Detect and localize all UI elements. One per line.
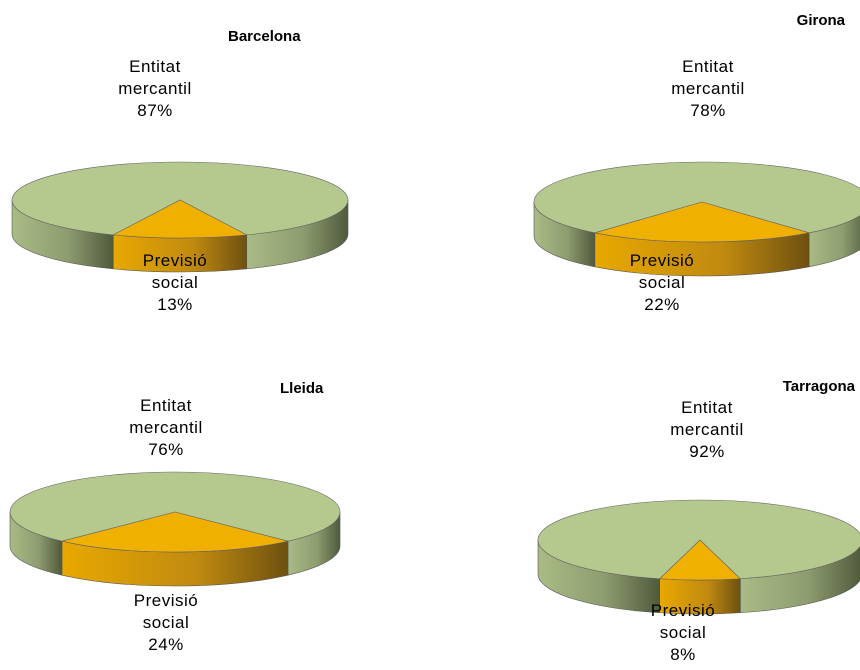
slice-label: Previsió social 13% bbox=[120, 250, 230, 316]
chart-title: Barcelona bbox=[228, 28, 301, 45]
slice-label: Entitat mercantil 87% bbox=[100, 56, 210, 122]
slice-category: Entitat mercantil bbox=[118, 57, 192, 98]
slice-value: 22% bbox=[644, 295, 680, 314]
pie-slice bbox=[11, 161, 349, 236]
slice-label: Entitat mercantil 76% bbox=[111, 395, 221, 461]
chart-title: Lleida bbox=[280, 380, 324, 397]
slice-category: Entitat mercantil bbox=[670, 398, 744, 439]
slice-value: 78% bbox=[690, 101, 726, 120]
pie-slice bbox=[61, 511, 289, 553]
slice-label: Previsió social 24% bbox=[111, 590, 221, 656]
slice-label: Entitat mercantil 92% bbox=[652, 397, 762, 463]
slice-label: Previsió social 22% bbox=[607, 250, 717, 316]
slice-value: 24% bbox=[148, 635, 184, 654]
chart-title: Girona bbox=[796, 12, 845, 29]
pie-slice bbox=[537, 499, 860, 580]
pie-slice bbox=[594, 201, 810, 243]
slice-category: Previsió social bbox=[650, 601, 716, 642]
slice-category: Previsió social bbox=[629, 251, 695, 292]
slice-label: Entitat mercantil 78% bbox=[653, 56, 763, 122]
chart-title: Tarragona bbox=[782, 378, 855, 395]
slice-value: 76% bbox=[148, 440, 184, 459]
pie-slice bbox=[659, 539, 741, 581]
pie-slice bbox=[112, 199, 248, 239]
slice-label: Previsió social 8% bbox=[628, 600, 738, 666]
slice-category: Previsió social bbox=[142, 251, 208, 292]
slice-value: 13% bbox=[157, 295, 193, 314]
slice-category: Previsió social bbox=[133, 591, 199, 632]
slice-value: 92% bbox=[689, 442, 725, 461]
slice-value: 8% bbox=[670, 645, 696, 664]
slice-value: 87% bbox=[137, 101, 173, 120]
pie-slice bbox=[533, 161, 860, 234]
slice-category: Entitat mercantil bbox=[129, 396, 203, 437]
slice-category: Entitat mercantil bbox=[671, 57, 745, 98]
pie-slice bbox=[9, 471, 341, 542]
